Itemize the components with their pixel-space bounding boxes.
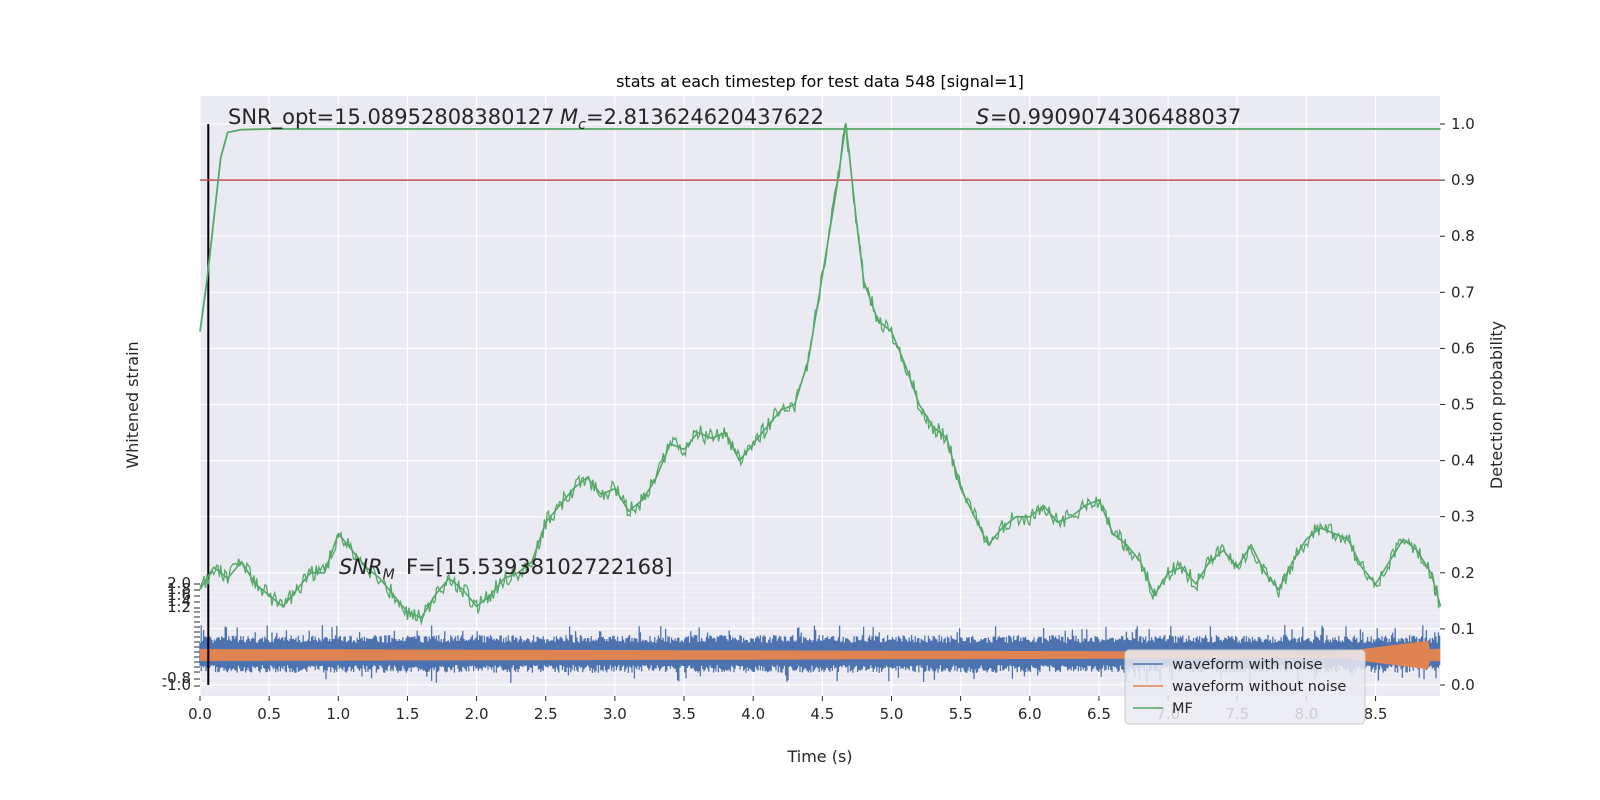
waveform-without-noise-band bbox=[200, 640, 1440, 670]
left-tick-label: -0.8 bbox=[162, 669, 191, 687]
waveform-without-noise-series bbox=[200, 640, 1440, 670]
x-tick-label: 4.0 bbox=[741, 705, 765, 723]
detection-probability-jitter bbox=[199, 122, 1441, 626]
x-tick-label: 2.0 bbox=[465, 705, 489, 723]
x-tick-label: 1.0 bbox=[326, 705, 350, 723]
series-group bbox=[199, 122, 1442, 626]
right-axis-ticks: 0.0 0.1 0.2 0.3 0.4 0.5 0.6 0.7 0.8 0.9 1.0 bbox=[1440, 115, 1475, 694]
snr-mf-annotation: F=[15.53938102722168] bbox=[406, 555, 673, 579]
left-tick-label: 1.6 bbox=[167, 586, 191, 604]
right-tick-label: 0.6 bbox=[1451, 339, 1475, 357]
s-annotation: =0.9909074306488037 bbox=[990, 105, 1241, 129]
right-tick-label: 0.2 bbox=[1451, 564, 1475, 582]
left-axis-ticks: 2.01.81.61.41.2 -0.8-1.0 bbox=[162, 574, 200, 694]
mc-annotation-symbol: Mc bbox=[560, 105, 586, 133]
left-tick-label: 1.8 bbox=[167, 580, 191, 598]
mf-line bbox=[199, 128, 1441, 332]
right-tick-label: 0.9 bbox=[1451, 171, 1475, 189]
x-tick-label: 1.5 bbox=[396, 705, 420, 723]
legend-entry-clean: waveform without noise bbox=[1172, 679, 1346, 695]
right-tick-label: 0.7 bbox=[1451, 283, 1475, 301]
right-tick-label: 0.4 bbox=[1451, 452, 1475, 470]
left-axis-label: Whitened strain bbox=[123, 341, 142, 468]
x-tick-label: 6.0 bbox=[1018, 705, 1042, 723]
right-tick-label: 0.1 bbox=[1451, 620, 1475, 638]
legend-entry-mf: MF bbox=[1172, 701, 1193, 717]
x-axis-label: Time (s) bbox=[786, 747, 852, 766]
x-tick-label: 0.0 bbox=[188, 705, 212, 723]
x-tick-label: 2.5 bbox=[534, 705, 558, 723]
mc-annotation: =2.813624620437622 bbox=[586, 105, 824, 129]
x-tick-label: 5.0 bbox=[880, 705, 904, 723]
right-tick-label: 0.8 bbox=[1451, 227, 1475, 245]
right-tick-label: 0.5 bbox=[1451, 396, 1475, 414]
x-tick-label: 3.0 bbox=[603, 705, 627, 723]
x-tick-label: 4.5 bbox=[810, 705, 834, 723]
x-tick-label: 6.5 bbox=[1087, 705, 1111, 723]
snr-opt-annotation: SNR_opt=15.08952808380127 bbox=[228, 105, 555, 130]
left-tick-label: 1.4 bbox=[167, 592, 191, 610]
plot-area bbox=[200, 96, 1440, 696]
s-annotation-symbol: S bbox=[976, 105, 989, 129]
right-tick-label: 1.0 bbox=[1451, 115, 1475, 133]
left-tick-label: -1.0 bbox=[162, 676, 191, 694]
x-tick-label: 8.5 bbox=[1364, 705, 1388, 723]
chart-title: stats at each timestep for test data 548… bbox=[616, 72, 1024, 91]
grid bbox=[199, 96, 1440, 696]
x-tick-label: 0.5 bbox=[257, 705, 281, 723]
legend-box bbox=[1124, 649, 1366, 725]
legend: waveform with noise waveform without noi… bbox=[1124, 649, 1366, 725]
x-tick-label: 5.5 bbox=[949, 705, 973, 723]
right-tick-label: 0.3 bbox=[1451, 508, 1475, 526]
legend-entry-noise: waveform with noise bbox=[1172, 657, 1323, 673]
right-tick-label: 0.0 bbox=[1451, 676, 1475, 694]
left-tick-label: 2.0 bbox=[167, 574, 191, 592]
x-tick-label: 3.5 bbox=[672, 705, 696, 723]
left-tick-label: 1.2 bbox=[167, 598, 191, 616]
right-axis-label: Detection probability bbox=[1487, 321, 1506, 489]
